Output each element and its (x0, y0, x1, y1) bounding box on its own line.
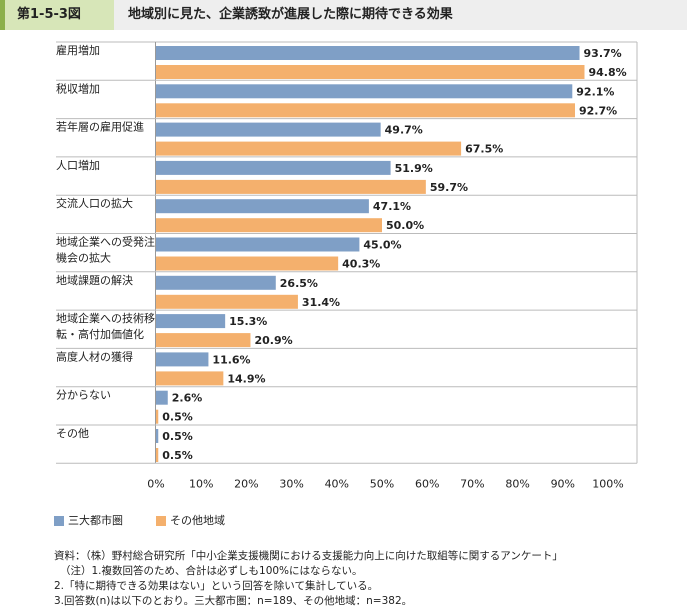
bar-value-label: 20.9% (254, 334, 292, 347)
bar-value-label: 2.6% (172, 392, 203, 405)
x-tick-label: 90% (551, 477, 575, 490)
bar-series1 (156, 390, 168, 405)
category-label: 交流人口の拡大 (56, 196, 133, 210)
bar-value-label: 92.1% (576, 85, 614, 98)
x-tick-label: 70% (460, 477, 484, 490)
bar-series1 (156, 429, 159, 443)
bar-value-label: 15.3% (229, 315, 267, 328)
bar-value-label: 0.5% (162, 411, 193, 424)
category-label: その他 (56, 427, 89, 440)
legend-item-series2: その他地域 (156, 512, 225, 528)
bar-series1 (156, 275, 276, 290)
bar-value-label: 14.9% (227, 372, 265, 385)
bar-series1 (156, 314, 226, 329)
legend-swatch-series2 (156, 516, 166, 526)
bar-value-label: 47.1% (373, 200, 411, 213)
x-tick-label: 100% (592, 477, 623, 490)
bar-value-label: 0.5% (162, 449, 193, 462)
note-2: 2.「特に期待できる効果はない」という回答を除いて集計している。 (54, 580, 379, 592)
bar-series1 (156, 237, 360, 252)
bar-value-label: 40.3% (342, 258, 380, 271)
x-tick-label: 30% (279, 477, 303, 490)
note-1: （注）1.複数回答のため、合計は必ずしも100%にはならない。 (60, 565, 363, 577)
x-tick-label: 60% (415, 477, 439, 490)
bar-series2 (156, 409, 159, 424)
category-label: 地域企業への技術移転・高付加価値化 (56, 311, 155, 341)
note-3: 3.回答数(n)は以下のとおり。三大都市圏：n=189、その他地域：n=382。 (54, 595, 413, 607)
legend-label-series2: その他地域 (170, 514, 225, 527)
bar-series2 (156, 256, 339, 271)
category-label: 分からない (56, 389, 111, 402)
bar-value-label: 26.5% (280, 277, 318, 290)
bar-value-label: 11.6% (212, 353, 250, 366)
category-label: 地域課題の解決 (56, 273, 133, 287)
bar-series1 (156, 199, 369, 214)
bar-chart: 雇用増加 93.7% 94.8% 税収増加 92.1% 92.7% 若年層の雇用促進 49.7… (56, 41, 638, 490)
bar-series2 (156, 65, 585, 79)
bar-value-label: 94.8% (588, 66, 626, 79)
category-label: 人口増加 (56, 159, 100, 172)
figure-notes: 資料：（株）野村総合研究所「中小企業支援機関における支援能力向上に向けた取組等に… (54, 549, 563, 609)
bar-series2 (156, 294, 298, 309)
bar-value-label: 93.7% (584, 47, 622, 60)
bar-value-label: 50.0% (386, 219, 424, 232)
bar-series2 (156, 448, 159, 462)
figure-header: 第1-5-3図 地域別に見た、企業誘致が進展した際に期待できる効果 (0, 0, 687, 30)
bar-series2 (156, 141, 462, 156)
category-label: 若年層の雇用促進 (56, 120, 144, 134)
bar-value-label: 49.7% (385, 124, 423, 137)
bar-value-label: 0.5% (162, 430, 193, 443)
bar-value-label: 67.5% (465, 143, 503, 156)
category-label: 高度人材の獲得 (56, 349, 133, 363)
bar-series2 (156, 103, 576, 118)
figure-number: 第1-5-3図 (0, 0, 114, 30)
bar-series2 (156, 333, 251, 348)
bar-series1 (156, 160, 391, 175)
bar-value-label: 45.0% (363, 239, 401, 252)
bar-value-label: 59.7% (430, 181, 468, 194)
x-tick-label: 50% (370, 477, 394, 490)
bar-series2 (156, 218, 382, 233)
figure-title: 地域別に見た、企業誘致が進展した際に期待できる効果 (128, 7, 453, 22)
x-tick-label: 80% (505, 477, 529, 490)
x-tick-label: 10% (189, 477, 213, 490)
x-tick-label: 20% (234, 477, 258, 490)
x-tick-label: 0% (147, 477, 164, 490)
bar-series2 (156, 179, 426, 194)
bar-value-label: 31.4% (302, 296, 340, 309)
legend-swatch-series1 (54, 516, 64, 526)
x-tick-label: 40% (325, 477, 349, 490)
legend-label-series1: 三大都市圏 (68, 514, 123, 527)
bar-series1 (156, 84, 573, 99)
category-label: 税収増加 (56, 81, 100, 95)
bar-value-label: 51.9% (395, 162, 433, 175)
bar-series1 (156, 46, 580, 60)
bar-series2 (156, 371, 224, 386)
bar-series1 (156, 122, 381, 137)
legend-item-series1: 三大都市圏 (54, 512, 123, 528)
category-label: 雇用増加 (56, 43, 100, 57)
bar-value-label: 92.7% (579, 104, 617, 117)
note-source: 資料：（株）野村総合研究所「中小企業支援機関における支援能力向上に向けた取組等に… (54, 550, 563, 562)
bar-series1 (156, 352, 209, 367)
category-label: 地域企業への受発注機会の拡大 (56, 235, 155, 265)
